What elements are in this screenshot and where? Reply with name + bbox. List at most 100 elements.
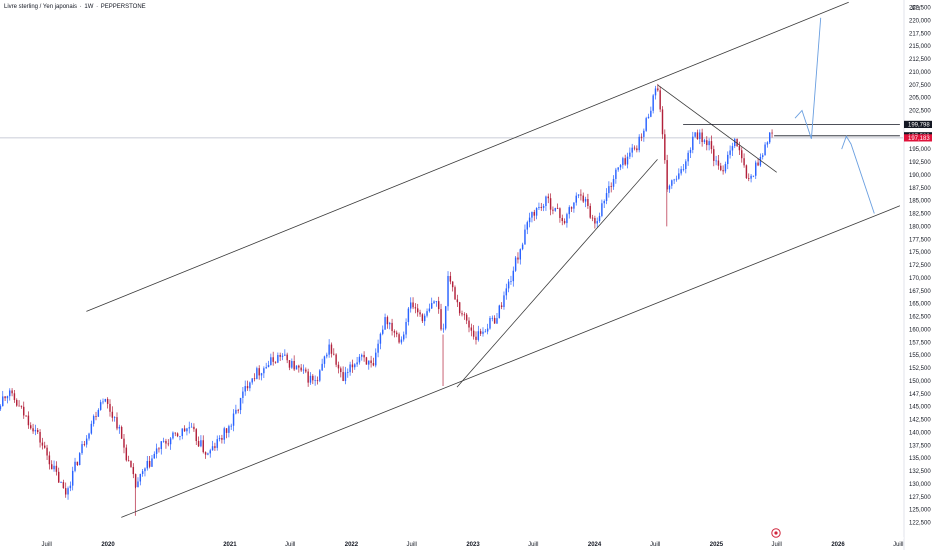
- candle: [486, 328, 489, 332]
- candle: [545, 196, 547, 206]
- candle: [456, 299, 459, 303]
- candle: [284, 354, 286, 356]
- y-tick-label: 152,500: [909, 366, 931, 372]
- candle: [246, 386, 249, 389]
- candle: [361, 354, 363, 357]
- time-axis: Juill 2020 2021 Juill 2022 Juill 2023 Juill 2024…: [0, 528, 904, 548]
- candle: [379, 333, 382, 344]
- candle: [750, 175, 752, 179]
- candle: [183, 428, 186, 432]
- candle: [440, 309, 442, 330]
- candle: [337, 364, 340, 369]
- channel-upper-line[interactable]: [86, 1, 849, 312]
- candle: [30, 425, 32, 429]
- candle: [102, 401, 104, 403]
- y-tick-label: 155,000: [909, 353, 931, 359]
- candle: [503, 295, 505, 308]
- candle: [521, 244, 524, 250]
- candle: [55, 465, 58, 472]
- candle: [2, 396, 4, 407]
- candle: [771, 132, 773, 134]
- candle: [307, 371, 309, 383]
- level-flag-upper-bg: [904, 120, 932, 129]
- candle: [209, 450, 211, 454]
- candle: [127, 460, 130, 462]
- candle: [389, 322, 391, 325]
- candle: [214, 446, 216, 448]
- candle: [713, 149, 715, 161]
- candle: [403, 334, 405, 340]
- y-tick-label: 170,000: [909, 276, 931, 282]
- candle: [375, 352, 377, 366]
- candle: [577, 194, 580, 196]
- candle: [738, 146, 741, 151]
- candle: [505, 288, 508, 296]
- y-tick-label: 122,500: [909, 521, 931, 527]
- channel-lower-line[interactable]: [121, 205, 901, 518]
- candle: [200, 440, 202, 447]
- candle: [759, 156, 762, 166]
- candle: [493, 317, 496, 324]
- pivot-trendline[interactable]: [456, 159, 658, 388]
- candle: [356, 362, 358, 365]
- candle: [647, 116, 650, 119]
- y-tick-label: 125,000: [909, 508, 931, 514]
- candle: [393, 331, 396, 333]
- candle: [48, 455, 51, 465]
- candle: [400, 339, 403, 343]
- candle: [111, 411, 114, 418]
- downward-trendline[interactable]: [657, 84, 777, 173]
- candle: [468, 320, 470, 328]
- y-tick-label: 150,000: [909, 379, 931, 385]
- candle: [498, 305, 501, 319]
- candle: [701, 132, 703, 143]
- y-tick-label: 147,500: [909, 392, 931, 398]
- candle: [461, 313, 463, 315]
- y-tick-label: 177,500: [909, 237, 931, 243]
- candle: [74, 461, 76, 471]
- candle: [598, 215, 601, 222]
- candle: [16, 399, 18, 406]
- exchange-label: PEPPERSTONE: [100, 4, 146, 10]
- candle: [277, 354, 279, 363]
- candle: [312, 375, 314, 381]
- y-tick-label: 215,000: [909, 44, 931, 50]
- candle: [743, 158, 745, 166]
- candle: [636, 148, 638, 151]
- candle: [640, 136, 643, 138]
- projection-fall-path[interactable]: [841, 135, 875, 214]
- candle: [32, 428, 34, 432]
- candle: [288, 360, 291, 368]
- candle: [531, 211, 533, 218]
- candle: [654, 88, 657, 96]
- candle: [179, 436, 181, 437]
- candle: [295, 365, 298, 370]
- candle: [720, 165, 722, 171]
- candle: [664, 134, 666, 161]
- economic-event-dot: [774, 531, 778, 535]
- candle: [764, 144, 766, 156]
- candle: [673, 179, 675, 181]
- candle: [309, 375, 312, 383]
- candle: [244, 386, 246, 392]
- candle: [41, 442, 44, 446]
- projection-rise-path[interactable]: [794, 17, 822, 139]
- candle: [416, 308, 419, 313]
- candle: [223, 428, 225, 440]
- candle: [426, 311, 428, 316]
- candle: [53, 465, 55, 470]
- candle: [230, 425, 232, 427]
- candle: [302, 369, 305, 371]
- candle: [405, 321, 407, 335]
- candle: [533, 211, 536, 216]
- candle: [146, 460, 149, 469]
- candle: [622, 158, 624, 166]
- candle: [298, 365, 300, 368]
- candle: [566, 214, 568, 224]
- candle: [741, 150, 743, 159]
- candle: [328, 344, 330, 355]
- candle: [524, 229, 526, 245]
- y-tick-label: 202,500: [909, 109, 931, 115]
